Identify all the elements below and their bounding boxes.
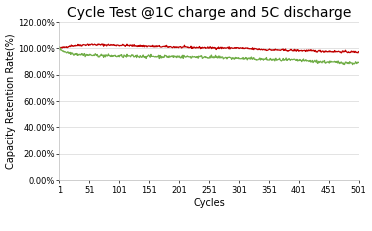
4.2V NCM811 (100, 43, 104, 45)
4.2V LCO (305, 59, 310, 62)
4.2V NCM811 (250, 46, 255, 49)
4.2V NCM811 (57, 47, 62, 50)
4.2V NCM811 (356, 50, 361, 53)
4.2V LCO (131, 55, 136, 58)
4.2V LCO (356, 61, 361, 64)
X-axis label: Cycles: Cycles (193, 198, 225, 207)
4.2V LCO (144, 57, 148, 60)
4.2V NCM811 (305, 50, 310, 52)
4.2V NCM811 (144, 45, 149, 48)
Line: 4.2V NCM811: 4.2V NCM811 (60, 44, 359, 53)
4.2V NCM811 (167, 45, 171, 48)
4.2V LCO (166, 55, 170, 58)
4.2V LCO (57, 46, 62, 48)
Line: 4.2V LCO: 4.2V LCO (60, 47, 359, 65)
4.2V LCO (250, 58, 254, 61)
4.2V NCM811 (339, 52, 343, 54)
Title: Cycle Test @1C charge and 5C discharge: Cycle Test @1C charge and 5C discharge (67, 6, 351, 20)
4.2V NCM811 (132, 43, 137, 46)
4.2V LCO (253, 58, 258, 61)
Y-axis label: Capacity Retention Rate(%): Capacity Retention Rate(%) (6, 33, 16, 169)
4.2V LCO (350, 63, 355, 66)
4.2V NCM811 (254, 47, 259, 50)
